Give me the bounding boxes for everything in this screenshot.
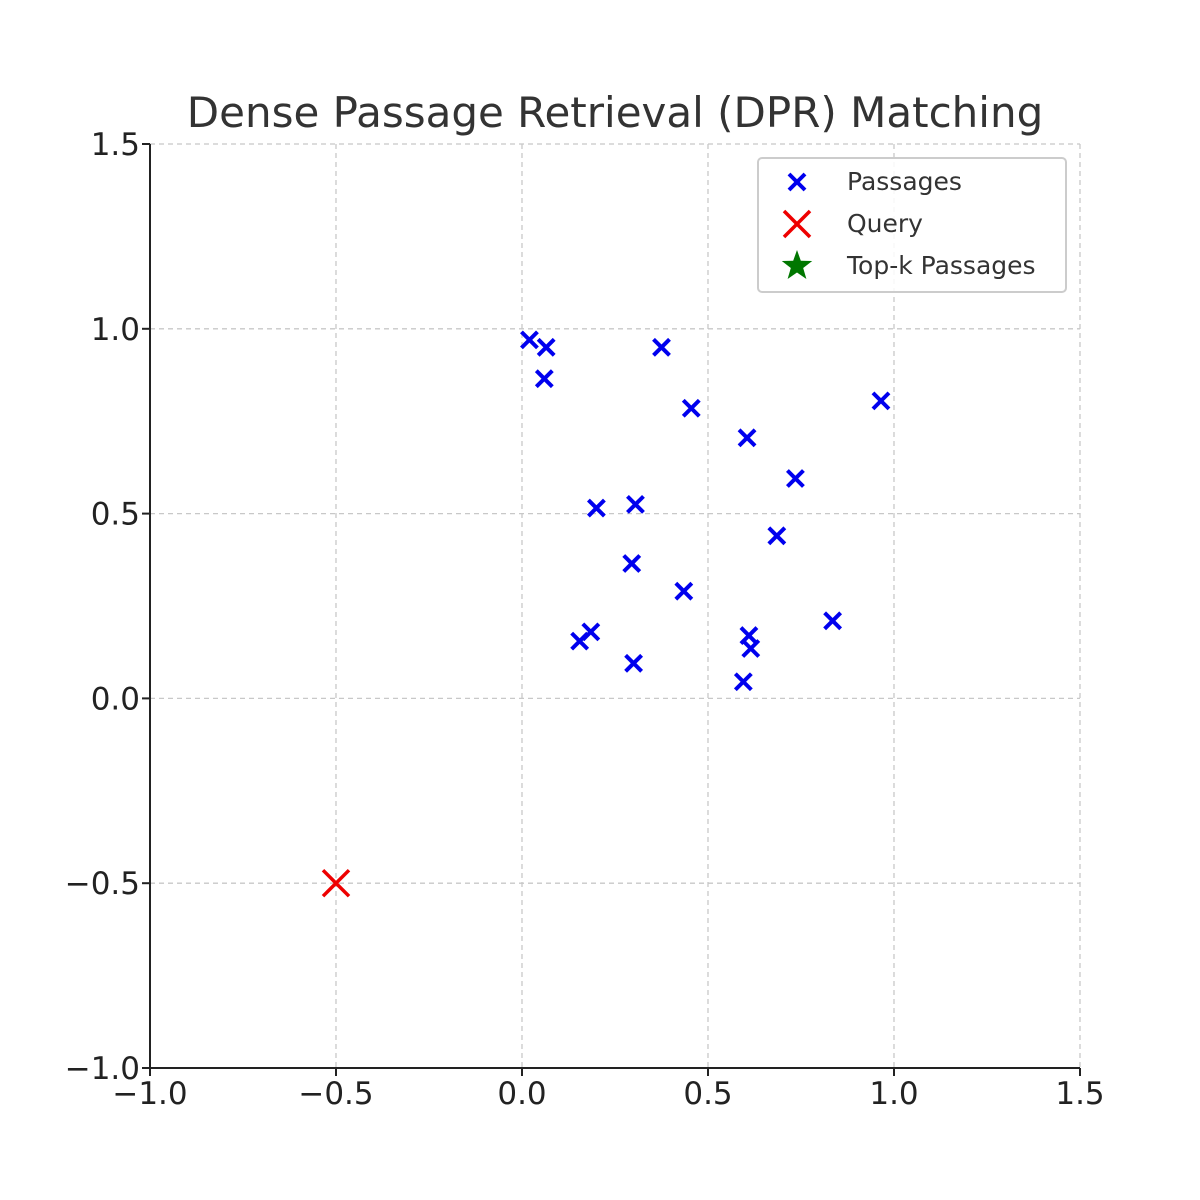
passages-point	[737, 428, 757, 448]
y-tick-label: 1.5	[91, 127, 140, 163]
passages-point	[586, 498, 606, 518]
legend-marker-query	[782, 209, 812, 239]
legend-label-passages: Passages	[847, 167, 962, 196]
passages-point	[786, 469, 805, 488]
y-tick-label: 0.0	[91, 681, 140, 717]
passages-point	[624, 653, 644, 673]
passages-point	[767, 526, 787, 546]
legend-marker-passages	[787, 172, 807, 192]
passages-point	[733, 672, 753, 692]
tick-labels: −1.0 −0.5 0.0 0.5 1.0 1.5 −1.0 −0.5 0.0 0.5 1.0 1.5	[65, 127, 1105, 1112]
y-tick-label: −0.5	[65, 866, 140, 902]
passages-point	[536, 337, 556, 357]
passages-point	[622, 554, 642, 573]
passages-point	[520, 330, 539, 350]
legend-marker-top-k-passages	[781, 250, 813, 279]
passages-point	[570, 631, 590, 651]
legend-label-query: Query	[847, 209, 923, 238]
passages-point	[534, 369, 554, 389]
y-tick-label: 1.0	[91, 312, 140, 348]
legend-label-top-k-passages: Top-k Passages	[846, 251, 1036, 280]
query-point	[321, 868, 351, 898]
legend: Passages Query Top-k Passages	[757, 157, 1067, 293]
passages-point	[681, 398, 701, 418]
x-tick-label: −1.0	[112, 1076, 187, 1112]
legend-box	[757, 157, 1067, 293]
x-tick-label: 1.0	[869, 1076, 918, 1112]
x-tick-label: 1.5	[1055, 1076, 1104, 1112]
x-tick-label: −0.5	[298, 1076, 373, 1112]
passages-point	[674, 581, 694, 601]
passages-point	[741, 639, 761, 658]
data-points	[321, 330, 891, 898]
chart-title: Dense Passage Retrieval (DPR) Matching	[187, 88, 1043, 137]
y-tick-label: −1.0	[65, 1051, 140, 1087]
passages-point	[626, 494, 645, 514]
x-tick-label: 0.5	[683, 1076, 732, 1112]
passages-point	[652, 337, 671, 357]
passages-point	[823, 611, 843, 631]
x-tick-label: 0.0	[497, 1076, 546, 1112]
axes	[149, 144, 1080, 1069]
passages-point	[871, 391, 891, 411]
y-tick-label: 0.5	[91, 497, 140, 533]
